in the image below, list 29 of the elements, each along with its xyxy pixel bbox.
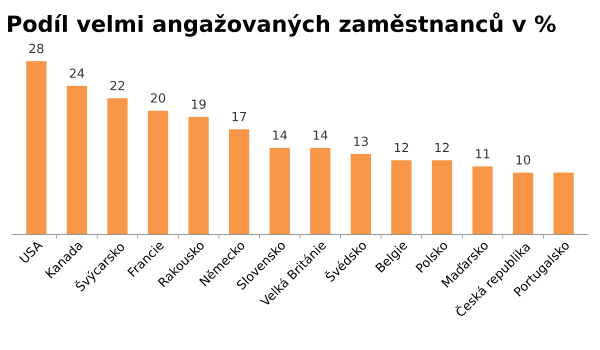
data-label: 28: [29, 44, 44, 54]
data-label: 17: [232, 112, 246, 122]
data-label: 10: [516, 155, 530, 165]
bar: [66, 86, 88, 234]
data-label: 24: [70, 68, 84, 78]
bar: [310, 148, 330, 234]
data-label: 12: [394, 142, 408, 152]
bar: [391, 160, 412, 234]
data-label: 14: [273, 130, 287, 140]
x-tick-label: USA: [18, 240, 44, 264]
bar: [107, 98, 128, 234]
bar: [472, 166, 493, 234]
bar: [432, 160, 452, 234]
bar: [270, 148, 290, 234]
data-label: 22: [110, 80, 124, 90]
data-label: 19: [192, 99, 206, 109]
chart-title: Podíl velmi angažovaných zaměstnanců v %: [8, 12, 556, 37]
data-label: 11: [476, 149, 490, 158]
bar: [229, 129, 250, 234]
bar: [512, 172, 534, 234]
bar: [350, 154, 371, 234]
data-label: 20: [150, 93, 166, 103]
bar: [188, 116, 209, 234]
bar: [148, 110, 168, 234]
data-label: 14: [314, 130, 328, 140]
data-label: 12: [435, 142, 449, 152]
data-label: 13: [354, 136, 368, 146]
bar: [554, 172, 574, 234]
bar: [26, 61, 46, 234]
